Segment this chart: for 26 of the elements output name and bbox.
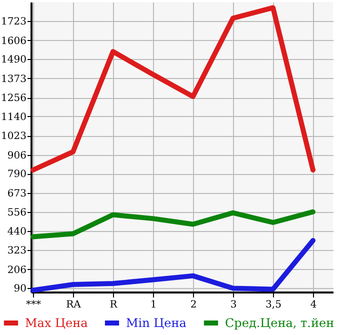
legend-label: Max Цена	[25, 316, 88, 330]
x-tick-label: 3	[230, 300, 237, 310]
legend-label: Min Цена	[126, 316, 186, 330]
x-tick-label: ***	[26, 300, 41, 310]
y-tick-label: 1023	[1, 131, 26, 142]
y-tick-label: 790	[7, 169, 26, 180]
y-tick-label: 1256	[1, 93, 26, 104]
y-tick-label: 673	[7, 188, 26, 200]
y-tick-label: 1373	[1, 74, 26, 85]
x-tick-label: RA	[66, 300, 82, 310]
x-tick-label: 2	[190, 300, 197, 310]
y-tick-label: 1723	[1, 16, 26, 28]
y-tick-label: 1606	[1, 36, 26, 47]
y-tick-label: 1490	[1, 54, 26, 66]
y-tick-label: 323	[7, 246, 26, 257]
legend-label: Сред.Цена, т.йен	[225, 316, 334, 330]
y-tick-label: 556	[7, 208, 26, 219]
y-tick-label: 206	[7, 264, 26, 276]
y-tick-label: 440	[7, 226, 26, 238]
x-tick-label: R	[110, 300, 118, 310]
x-tick-label: 3,5	[266, 300, 282, 310]
y-tick-label: 90	[14, 284, 26, 295]
y-tick-label: 1140	[1, 112, 26, 123]
x-tick-label: 4	[310, 300, 317, 310]
y-tick-label: 906	[7, 150, 26, 162]
x-tick-label: 1	[150, 300, 157, 310]
